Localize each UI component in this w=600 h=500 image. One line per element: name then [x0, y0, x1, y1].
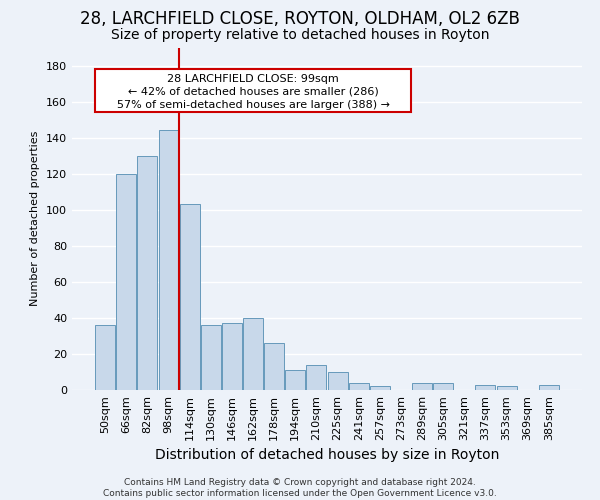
Bar: [158, 130, 179, 390]
Y-axis label: Number of detached properties: Number of detached properties: [31, 131, 40, 306]
Bar: [222, 324, 242, 390]
X-axis label: Distribution of detached houses by size in Royton: Distribution of detached houses by size …: [155, 448, 499, 462]
Text: 28 LARCHFIELD CLOSE: 99sqm: 28 LARCHFIELD CLOSE: 99sqm: [167, 74, 339, 84]
Bar: [349, 383, 369, 390]
Bar: [179, 204, 200, 390]
Bar: [433, 383, 453, 390]
Bar: [116, 174, 136, 390]
Bar: [264, 343, 284, 390]
Text: 57% of semi-detached houses are larger (388) →: 57% of semi-detached houses are larger (…: [116, 100, 389, 110]
FancyBboxPatch shape: [95, 69, 412, 112]
Bar: [412, 383, 432, 390]
Text: Contains HM Land Registry data © Crown copyright and database right 2024.
Contai: Contains HM Land Registry data © Crown c…: [103, 478, 497, 498]
Bar: [328, 372, 347, 390]
Bar: [95, 325, 115, 390]
Bar: [497, 386, 517, 390]
Bar: [370, 386, 390, 390]
Bar: [243, 318, 263, 390]
Bar: [137, 156, 157, 390]
Text: Size of property relative to detached houses in Royton: Size of property relative to detached ho…: [111, 28, 489, 42]
Bar: [307, 365, 326, 390]
Bar: [475, 384, 496, 390]
Text: ← 42% of detached houses are smaller (286): ← 42% of detached houses are smaller (28…: [128, 86, 379, 97]
Bar: [285, 370, 305, 390]
Text: 28, LARCHFIELD CLOSE, ROYTON, OLDHAM, OL2 6ZB: 28, LARCHFIELD CLOSE, ROYTON, OLDHAM, OL…: [80, 10, 520, 28]
Bar: [539, 384, 559, 390]
Bar: [201, 325, 221, 390]
